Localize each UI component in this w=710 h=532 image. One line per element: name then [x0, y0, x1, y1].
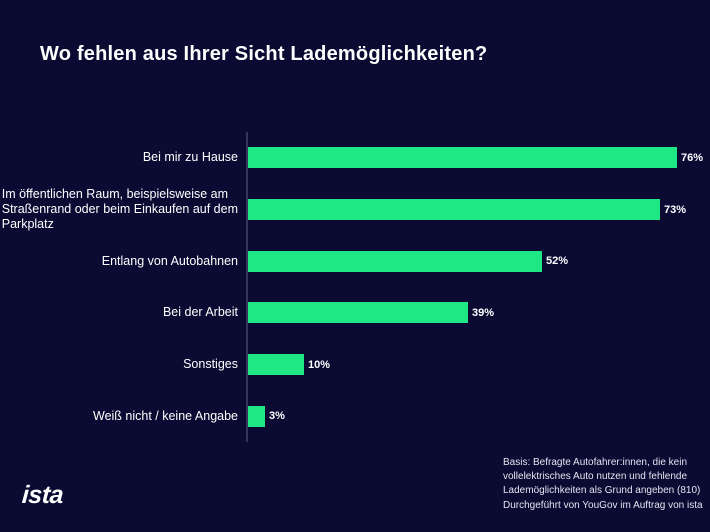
- category-label-cell: Sonstiges: [0, 357, 238, 372]
- category-label: Bei mir zu Hause: [142, 150, 238, 165]
- axis-baseline: [246, 132, 248, 442]
- bar-cell: 73%: [248, 199, 686, 220]
- chart-row: Im öffentlichen Raum, beispielsweise am …: [0, 184, 710, 236]
- chart-row: Bei der Arbeit 39%: [0, 287, 710, 339]
- category-label-cell: Weiß nicht / keine Angabe: [0, 409, 238, 424]
- category-label: Bei der Arbeit: [162, 305, 238, 320]
- value-label: 76%: [681, 151, 704, 164]
- value-label: 39%: [472, 306, 495, 319]
- bar-chart: Bei mir zu Hause 76% Im öffentlichen Rau…: [0, 132, 710, 442]
- bar-cell: 3%: [248, 405, 285, 427]
- chart-row: Weiß nicht / keine Angabe 3%: [0, 390, 710, 442]
- category-label-cell: Bei der Arbeit: [0, 305, 238, 320]
- category-label: Weiß nicht / keine Angabe: [93, 408, 238, 423]
- category-label: Sonstiges: [183, 357, 238, 372]
- chart-rows: Bei mir zu Hause 76% Im öffentlichen Rau…: [0, 132, 710, 442]
- chart-row: Sonstiges 10%: [0, 339, 710, 391]
- category-label: Im öffentlichen Raum, beispielsweise am …: [1, 187, 238, 231]
- source-note: Basis: Befragte Autofahrer:innen, die ke…: [503, 457, 703, 511]
- value-label: 73%: [664, 203, 687, 216]
- bar-cell: 10%: [248, 354, 331, 376]
- category-label-cell: Im öffentlichen Raum, beispielsweise am …: [0, 187, 238, 232]
- chart-row: Bei mir zu Hause 76%: [0, 132, 710, 184]
- chart-title: Wo fehlen aus Ihrer Sicht Lademöglichkei…: [40, 43, 488, 65]
- value-label: 3%: [269, 410, 285, 423]
- category-label-cell: Entlang von Autobahnen: [0, 254, 238, 269]
- value-label: 10%: [308, 358, 331, 371]
- bar: [248, 405, 265, 427]
- chart-row: Entlang von Autobahnen 52%: [0, 235, 710, 287]
- bar: [248, 250, 542, 272]
- bar-cell: 52%: [248, 250, 569, 272]
- bar-cell: 76%: [248, 147, 704, 169]
- bar: [248, 302, 468, 324]
- ista-logo: ista: [21, 481, 65, 509]
- bar: [248, 199, 660, 220]
- bar: [248, 354, 304, 376]
- bar-cell: 39%: [248, 302, 495, 324]
- value-label: 52%: [546, 255, 569, 268]
- bar: [248, 147, 677, 169]
- category-label: Entlang von Autobahnen: [101, 253, 238, 268]
- category-label-cell: Bei mir zu Hause: [0, 150, 238, 165]
